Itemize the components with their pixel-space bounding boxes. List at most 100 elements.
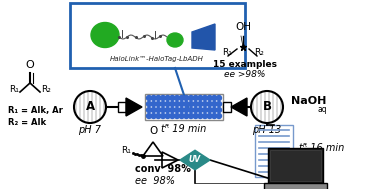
Text: pH 13: pH 13 <box>252 125 282 135</box>
Circle shape <box>147 108 152 112</box>
Text: 15 examples: 15 examples <box>213 60 277 69</box>
Text: A: A <box>86 101 94 114</box>
Text: OH: OH <box>235 22 251 32</box>
Circle shape <box>216 101 222 106</box>
Circle shape <box>174 101 180 106</box>
Circle shape <box>160 114 165 119</box>
Circle shape <box>160 95 165 101</box>
Circle shape <box>174 95 180 101</box>
Circle shape <box>189 95 194 101</box>
Bar <box>255 125 293 177</box>
Circle shape <box>165 95 170 101</box>
Circle shape <box>179 108 184 112</box>
Text: R₁: R₁ <box>9 85 19 94</box>
Circle shape <box>184 114 189 119</box>
Text: R₁: R₁ <box>121 146 131 155</box>
Circle shape <box>198 95 203 101</box>
Text: R₂: R₂ <box>254 48 264 57</box>
Circle shape <box>174 114 180 119</box>
Circle shape <box>151 101 156 106</box>
Circle shape <box>198 101 203 106</box>
Circle shape <box>193 108 198 112</box>
Circle shape <box>207 95 212 101</box>
Bar <box>264 183 327 189</box>
Text: R₁ = Alk, Ar: R₁ = Alk, Ar <box>8 106 63 115</box>
Circle shape <box>193 114 198 119</box>
Circle shape <box>193 101 198 106</box>
Circle shape <box>202 114 207 119</box>
Circle shape <box>170 95 175 101</box>
Circle shape <box>151 114 156 119</box>
Circle shape <box>165 114 170 119</box>
Circle shape <box>216 108 222 112</box>
Circle shape <box>189 114 194 119</box>
Circle shape <box>184 95 189 101</box>
Circle shape <box>179 101 184 106</box>
Circle shape <box>207 114 212 119</box>
Polygon shape <box>192 24 215 50</box>
Text: R₁: R₁ <box>222 48 232 57</box>
Bar <box>223 102 231 112</box>
Circle shape <box>212 114 217 119</box>
Circle shape <box>156 101 161 106</box>
Circle shape <box>156 114 161 119</box>
Circle shape <box>170 101 175 106</box>
Bar <box>270 150 321 181</box>
Circle shape <box>165 108 170 112</box>
Bar <box>268 148 323 183</box>
Ellipse shape <box>167 33 183 47</box>
Circle shape <box>156 95 161 101</box>
Circle shape <box>207 108 212 112</box>
Circle shape <box>147 114 152 119</box>
Circle shape <box>160 101 165 106</box>
Text: aq: aq <box>317 105 327 114</box>
Text: ee  98%: ee 98% <box>135 176 175 186</box>
Text: R₂ = Alk: R₂ = Alk <box>8 118 46 127</box>
Bar <box>70 3 245 68</box>
Circle shape <box>198 114 203 119</box>
Text: B: B <box>262 101 272 114</box>
Text: O: O <box>26 60 34 70</box>
Bar <box>118 102 126 112</box>
Text: O: O <box>149 126 157 136</box>
Circle shape <box>174 108 180 112</box>
Circle shape <box>170 114 175 119</box>
Text: R₂: R₂ <box>41 85 51 94</box>
Circle shape <box>202 108 207 112</box>
Polygon shape <box>126 98 142 116</box>
Circle shape <box>151 95 156 101</box>
Circle shape <box>189 101 194 106</box>
Circle shape <box>147 101 152 106</box>
Circle shape <box>216 95 222 101</box>
Circle shape <box>216 114 222 119</box>
Circle shape <box>184 101 189 106</box>
Polygon shape <box>231 98 247 116</box>
Circle shape <box>202 101 207 106</box>
Text: tᴿ 16 min: tᴿ 16 min <box>299 143 344 153</box>
Circle shape <box>151 108 156 112</box>
Circle shape <box>251 91 283 123</box>
Text: pH 7: pH 7 <box>78 125 102 135</box>
Text: HaloLink™-HaloTag-LbADH: HaloLink™-HaloTag-LbADH <box>110 56 204 62</box>
Circle shape <box>74 91 106 123</box>
Circle shape <box>212 101 217 106</box>
Text: tᴿ 19 min: tᴿ 19 min <box>161 124 207 134</box>
Text: ee >98%: ee >98% <box>224 70 266 79</box>
Ellipse shape <box>91 22 119 47</box>
Circle shape <box>160 108 165 112</box>
Circle shape <box>147 95 152 101</box>
Circle shape <box>212 95 217 101</box>
Polygon shape <box>180 150 210 170</box>
Text: UV: UV <box>189 156 201 164</box>
Circle shape <box>179 95 184 101</box>
Circle shape <box>202 95 207 101</box>
Circle shape <box>193 95 198 101</box>
Circle shape <box>198 108 203 112</box>
Text: conv  98%: conv 98% <box>135 164 191 174</box>
Circle shape <box>165 101 170 106</box>
Circle shape <box>184 108 189 112</box>
Circle shape <box>156 108 161 112</box>
Circle shape <box>179 114 184 119</box>
Bar <box>145 94 223 120</box>
Circle shape <box>189 108 194 112</box>
